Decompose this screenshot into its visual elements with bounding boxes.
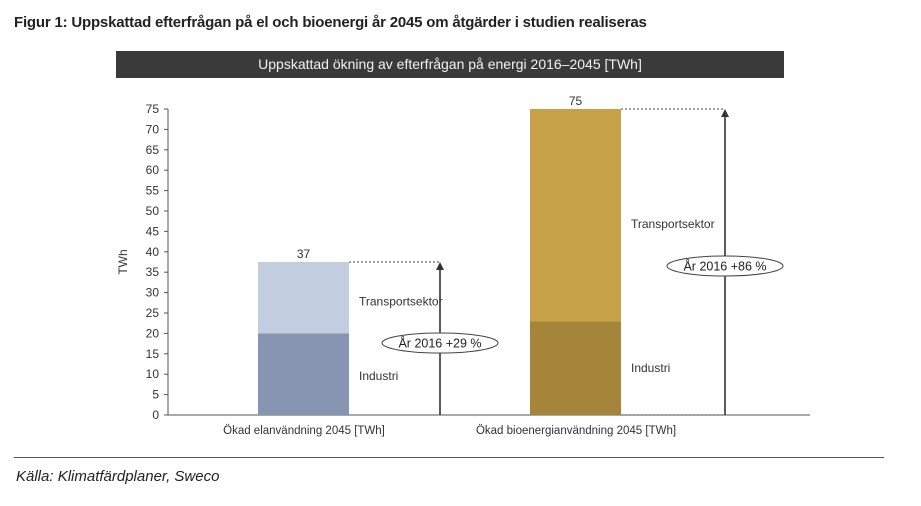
- industry-segment-label: Industri: [359, 369, 398, 383]
- growth-annotation-ellipse: [666, 255, 784, 277]
- figure-title: Figur 1: Uppskattad efterfrågan på el oc…: [14, 14, 647, 31]
- y-tick-label: 60: [146, 163, 160, 177]
- transport-segment-label: Transportsektor: [631, 217, 715, 231]
- industry-segment-label: Industri: [631, 361, 670, 375]
- y-tick-label: 15: [146, 347, 160, 361]
- transport-bar-segment: [530, 109, 621, 322]
- y-tick-label: 55: [146, 184, 160, 198]
- growth-arrow-head: [436, 262, 444, 270]
- industry-bar-segment: [258, 333, 349, 415]
- total-label: 37: [297, 247, 311, 261]
- y-tick-label: 65: [146, 143, 160, 157]
- y-tick-label: 30: [146, 286, 160, 300]
- y-tick-label: 10: [146, 367, 160, 381]
- category-label: Ökad bioenergianvändning 2045 [TWh]: [476, 425, 676, 437]
- y-tick-label: 0: [152, 408, 159, 422]
- source-divider: [14, 457, 884, 458]
- y-tick-label: 25: [146, 306, 160, 320]
- growth-annotation-ellipse: [381, 332, 499, 354]
- transport-bar-segment: [258, 262, 349, 334]
- y-axis-label: TWh: [116, 249, 130, 274]
- total-label: 75: [569, 94, 583, 108]
- y-tick-label: 50: [146, 204, 160, 218]
- y-tick-label: 20: [146, 326, 160, 340]
- y-tick-label: 35: [146, 265, 160, 279]
- source-note: Källa: Klimatfärdplaner, Sweco: [16, 468, 220, 485]
- growth-annotation-label: År 2016 +86 %: [683, 259, 766, 274]
- y-tick-label: 45: [146, 224, 160, 238]
- growth-annotation-label: År 2016 +29 %: [398, 336, 481, 351]
- growth-arrow-head: [721, 109, 729, 117]
- y-tick-label: 5: [152, 388, 159, 402]
- y-tick-label: 40: [146, 245, 160, 259]
- transport-segment-label: Transportsektor: [359, 295, 443, 309]
- y-tick-label: 70: [146, 122, 160, 136]
- category-label: Ökad elanvändning 2045 [TWh]: [223, 425, 385, 437]
- industry-bar-segment: [530, 321, 621, 415]
- chart-title: Uppskattad ökning av efterfrågan på ener…: [116, 51, 784, 78]
- y-tick-label: 75: [146, 102, 160, 116]
